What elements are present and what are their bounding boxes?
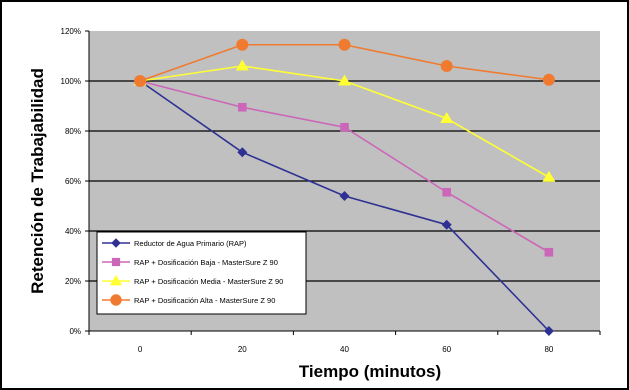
data-point-circle (440, 60, 453, 72)
data-point-square (340, 122, 349, 132)
data-point-triangle (338, 74, 351, 86)
data-point-circle (338, 38, 351, 51)
data-point-circle (134, 75, 147, 87)
x-tick-label: 40 (340, 345, 349, 354)
legend-label: RAP + Dosificación Media - MasterSure Z … (134, 277, 283, 286)
y-tick-label: 100% (61, 77, 81, 86)
y-tick-label: 60% (65, 177, 81, 186)
legend-label: RAP + Dosificación Alta - MasterSure Z 9… (134, 296, 275, 305)
y-axis-title: Retención de Trabajabilidad (28, 68, 47, 294)
data-point-diamond (339, 191, 350, 201)
y-tick-label: 20% (65, 277, 81, 286)
x-tick-label: 60 (442, 345, 451, 354)
data-point-circle (110, 294, 122, 306)
data-point-square (238, 102, 247, 112)
data-point-square (111, 257, 121, 267)
data-point-triangle (235, 59, 249, 71)
data-point-triangle (542, 170, 556, 182)
y-tick-label: 0% (69, 327, 81, 336)
legend: Reductor de Agua Primario (RAP) RAP + Dos… (96, 231, 307, 315)
data-point-circle (236, 38, 249, 51)
x-tick-label: 20 (238, 345, 247, 354)
legend-label: Reductor de Agua Primario (RAP) (134, 239, 247, 248)
legend-label: RAP + Dosificación Baja - MasterSure Z 9… (134, 258, 278, 267)
legend-box (96, 231, 307, 315)
data-point-diamond (111, 238, 121, 248)
y-tick-label: 40% (65, 227, 81, 236)
x-tick-label: 80 (544, 345, 553, 354)
series-layer (133, 38, 556, 336)
data-point-diamond (543, 326, 554, 336)
data-point-square (442, 187, 451, 197)
data-point-triangle (109, 274, 123, 286)
data-point-diamond (441, 219, 452, 230)
y-tick-label: 120% (61, 27, 81, 36)
y-tick-label: 80% (65, 127, 81, 136)
x-axis-title: Tiempo (minutos) (299, 362, 441, 381)
x-tick-label: 0 (138, 345, 143, 354)
data-point-square (544, 247, 554, 257)
data-point-diamond (237, 147, 248, 158)
data-point-triangle (440, 112, 454, 124)
axes: 0% 20% 40% 60% 80% 100% 120% 0 20 40 60 80 (61, 27, 601, 354)
data-point-circle (542, 73, 555, 86)
